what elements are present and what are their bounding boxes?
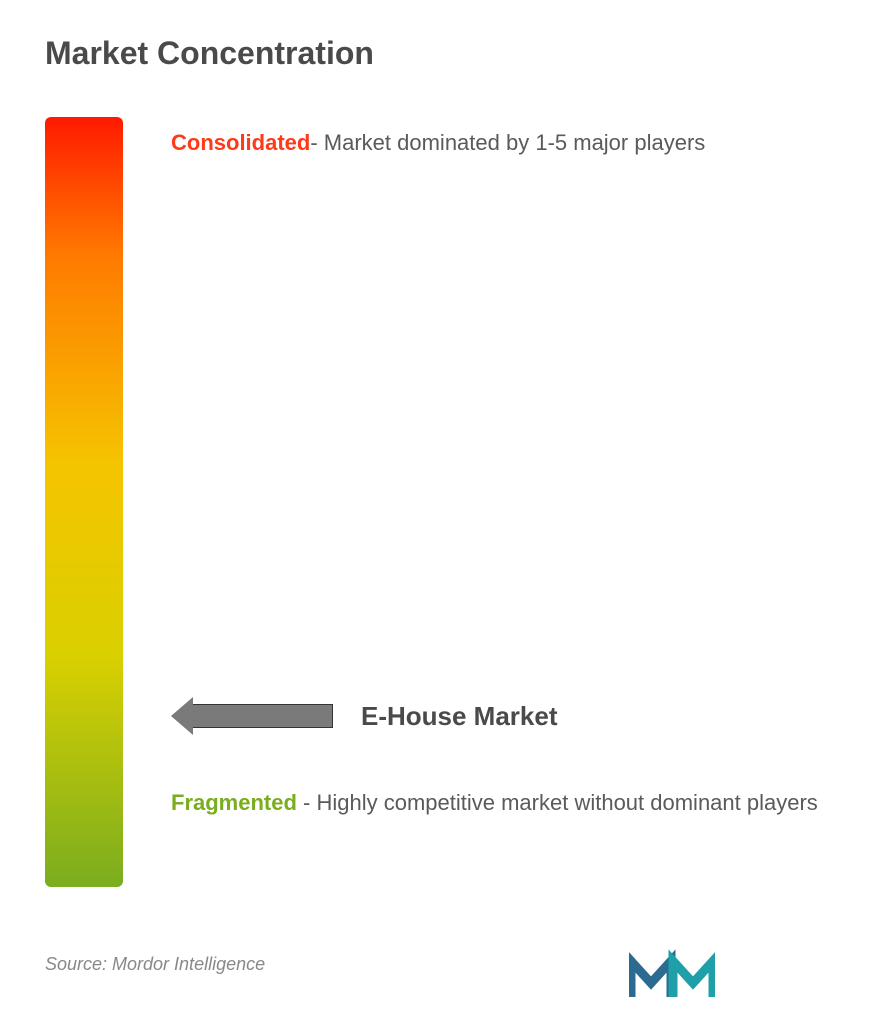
- consolidated-highlight: Consolidated: [171, 130, 310, 155]
- page-title: Market Concentration: [45, 35, 840, 72]
- consolidated-label: Consolidated- Market dominated by 1-5 ma…: [171, 117, 820, 170]
- labels-column: Consolidated- Market dominated by 1-5 ma…: [171, 117, 840, 887]
- fragmented-highlight: Fragmented: [171, 790, 297, 815]
- consolidated-rest: - Market dominated by 1-5 major players: [310, 130, 705, 155]
- logo-svg-icon: [629, 949, 715, 999]
- brand-logo-icon: [629, 949, 715, 999]
- arrow-body-icon: [193, 704, 333, 728]
- source-attribution: Source: Mordor Intelligence: [45, 954, 265, 975]
- fragmented-rest: - Highly competitive market without domi…: [297, 790, 818, 815]
- marker-label: E-House Market: [361, 701, 558, 732]
- arrow-icon: [171, 697, 333, 735]
- market-marker: E-House Market: [171, 697, 558, 735]
- arrow-head-icon: [171, 697, 193, 735]
- chart-area: Consolidated- Market dominated by 1-5 ma…: [45, 117, 840, 887]
- fragmented-label: Fragmented - Highly competitive market w…: [171, 777, 820, 830]
- concentration-gradient-bar: [45, 117, 123, 887]
